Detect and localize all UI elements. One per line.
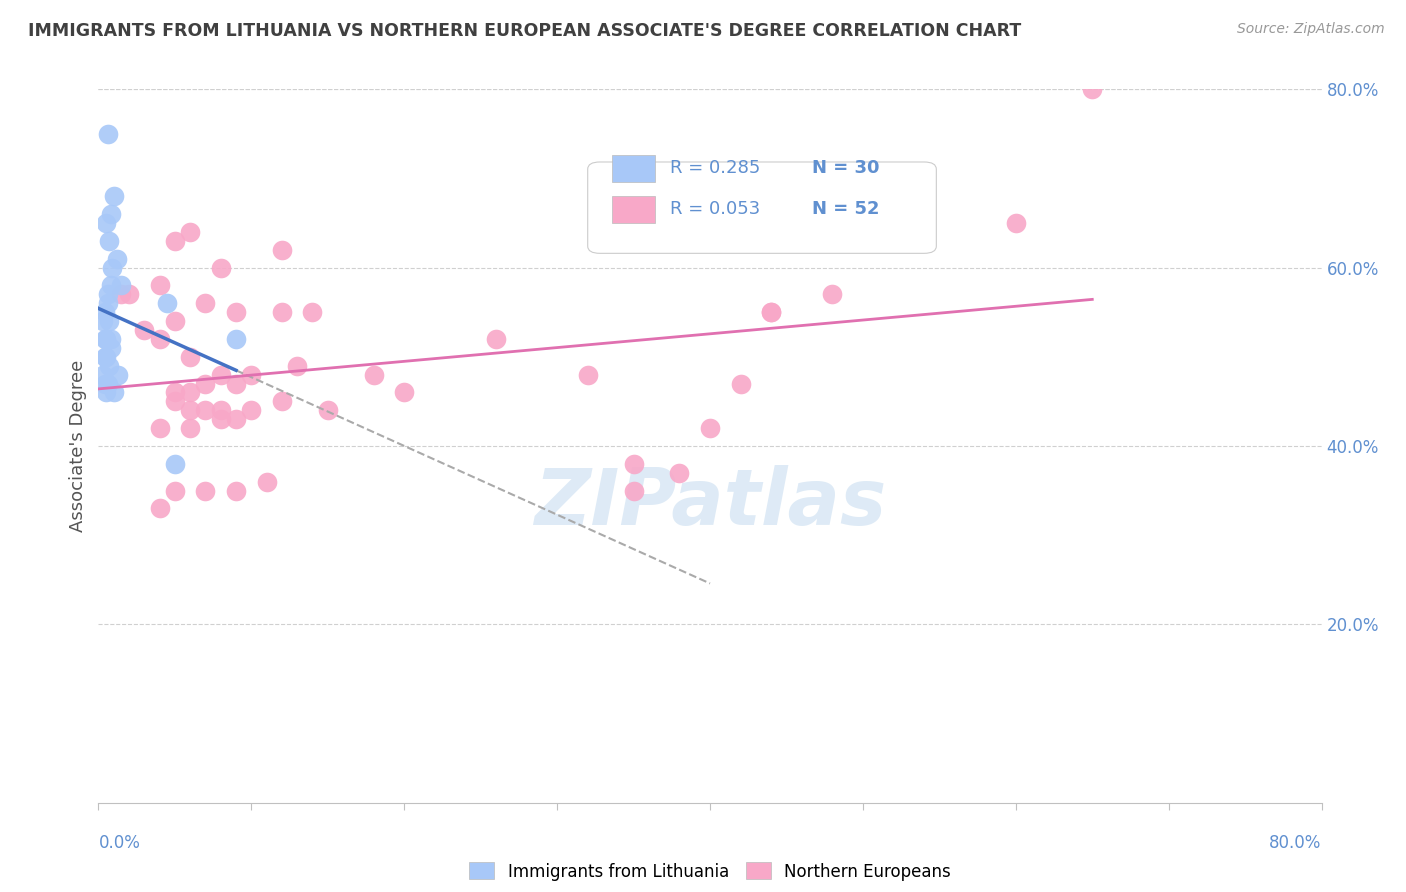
Point — [134, 323, 156, 337]
Point — [1081, 82, 1104, 96]
Point — [209, 412, 232, 426]
Point — [225, 305, 247, 319]
Point — [363, 368, 385, 382]
Point — [149, 501, 172, 516]
Point — [225, 332, 247, 346]
Point — [94, 350, 117, 364]
Point — [101, 260, 124, 275]
Point — [209, 260, 232, 275]
Point — [225, 412, 247, 426]
Point — [110, 287, 132, 301]
Point — [118, 287, 141, 301]
Text: 0.0%: 0.0% — [98, 834, 141, 852]
Point — [485, 332, 508, 346]
Point — [623, 457, 645, 471]
Point — [98, 234, 121, 248]
Point — [100, 332, 122, 346]
Point — [103, 189, 125, 203]
Text: 80.0%: 80.0% — [1270, 834, 1322, 852]
Point — [97, 376, 120, 391]
Point — [98, 359, 121, 373]
Point — [1004, 216, 1026, 230]
Point — [194, 483, 217, 498]
Point — [94, 216, 117, 230]
Point — [100, 341, 122, 355]
Point — [110, 278, 132, 293]
Point — [699, 421, 721, 435]
Text: R = 0.053: R = 0.053 — [669, 200, 759, 218]
Text: R = 0.285: R = 0.285 — [669, 159, 761, 177]
Point — [94, 385, 117, 400]
Point — [149, 421, 172, 435]
Point — [105, 252, 128, 266]
Point — [149, 332, 172, 346]
Point — [759, 305, 782, 319]
Y-axis label: Associate's Degree: Associate's Degree — [69, 359, 87, 533]
Point — [97, 296, 120, 310]
Text: N = 52: N = 52 — [811, 200, 879, 218]
Point — [179, 350, 201, 364]
Point — [93, 305, 115, 319]
Point — [93, 350, 115, 364]
Point — [194, 376, 217, 391]
Legend: Immigrants from Lithuania, Northern Europeans: Immigrants from Lithuania, Northern Euro… — [463, 855, 957, 888]
Point — [270, 243, 292, 257]
Point — [730, 376, 752, 391]
Point — [225, 376, 247, 391]
Point — [163, 385, 186, 400]
Point — [285, 359, 308, 373]
FancyBboxPatch shape — [612, 155, 655, 182]
Point — [194, 296, 217, 310]
Text: N = 30: N = 30 — [811, 159, 879, 177]
Point — [392, 385, 416, 400]
Point — [163, 234, 186, 248]
Point — [163, 394, 186, 409]
Point — [97, 287, 120, 301]
Point — [316, 403, 339, 417]
FancyBboxPatch shape — [588, 162, 936, 253]
Point — [91, 368, 114, 382]
Point — [240, 403, 263, 417]
Point — [759, 305, 782, 319]
Point — [209, 403, 232, 417]
FancyBboxPatch shape — [612, 195, 655, 223]
Point — [576, 368, 599, 382]
Point — [270, 394, 292, 409]
Point — [93, 376, 115, 391]
Point — [623, 483, 645, 498]
Point — [270, 305, 292, 319]
Point — [93, 332, 115, 346]
Point — [301, 305, 323, 319]
Point — [209, 368, 232, 382]
Point — [100, 207, 122, 221]
Text: ZIPatlas: ZIPatlas — [534, 465, 886, 541]
Point — [97, 127, 120, 141]
Point — [179, 421, 201, 435]
Point — [179, 225, 201, 239]
Point — [225, 483, 247, 498]
Point — [256, 475, 278, 489]
Point — [91, 314, 114, 328]
Point — [98, 314, 121, 328]
Point — [156, 296, 179, 310]
Point — [94, 332, 117, 346]
Point — [179, 385, 201, 400]
Point — [100, 278, 122, 293]
Point — [194, 403, 217, 417]
Point — [163, 457, 186, 471]
Text: Source: ZipAtlas.com: Source: ZipAtlas.com — [1237, 22, 1385, 37]
Point — [163, 483, 186, 498]
Point — [149, 278, 172, 293]
Point — [240, 368, 263, 382]
Point — [179, 403, 201, 417]
Point — [821, 287, 844, 301]
Point — [163, 314, 186, 328]
Text: IMMIGRANTS FROM LITHUANIA VS NORTHERN EUROPEAN ASSOCIATE'S DEGREE CORRELATION CH: IMMIGRANTS FROM LITHUANIA VS NORTHERN EU… — [28, 22, 1021, 40]
Point — [668, 466, 690, 480]
Point — [103, 385, 125, 400]
Point — [107, 368, 129, 382]
